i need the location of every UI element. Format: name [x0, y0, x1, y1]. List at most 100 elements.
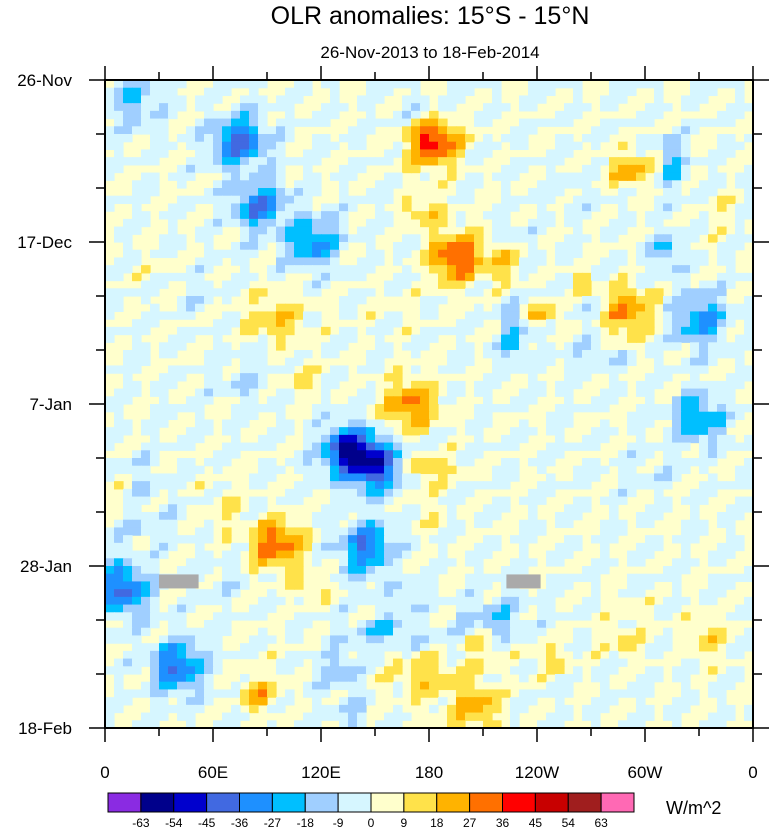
field-cell	[681, 288, 691, 297]
field-cell	[546, 218, 556, 228]
field-cell	[420, 627, 430, 637]
field-cell	[420, 172, 430, 181]
field-cell	[366, 666, 376, 675]
field-cell	[231, 373, 241, 382]
field-cell	[294, 249, 304, 259]
field-cell	[483, 134, 493, 143]
field-cell	[555, 180, 565, 189]
field-cell	[564, 172, 574, 181]
field-cell	[114, 404, 124, 413]
field-cell	[366, 473, 376, 482]
field-cell	[735, 504, 745, 513]
field-cell	[564, 674, 574, 683]
field-cell	[168, 473, 178, 482]
field-cell	[411, 481, 421, 490]
field-cell	[132, 496, 142, 505]
field-cell	[699, 226, 709, 235]
field-cell	[213, 180, 223, 189]
field-cell	[672, 604, 682, 613]
field-cell	[510, 666, 520, 675]
field-cell	[366, 504, 376, 513]
field-cell	[447, 80, 457, 89]
field-cell	[510, 704, 520, 714]
field-cell	[168, 689, 178, 698]
field-cell	[141, 650, 151, 660]
field-cell	[258, 689, 268, 698]
field-cell	[537, 95, 547, 104]
field-cell	[636, 720, 646, 728]
field-cell	[375, 118, 385, 127]
field-cell	[411, 604, 421, 613]
field-cell	[339, 704, 349, 714]
field-cell	[132, 188, 142, 197]
field-cell	[393, 442, 403, 451]
field-cell	[573, 272, 583, 282]
field-cell	[132, 481, 142, 490]
field-cell	[618, 458, 628, 467]
field-cell	[330, 373, 340, 382]
field-cell	[285, 218, 295, 228]
field-cell	[204, 126, 214, 135]
field-cell	[717, 674, 727, 683]
field-cell	[357, 681, 367, 691]
field-cell	[267, 218, 277, 228]
field-cell	[123, 419, 133, 428]
field-cell	[276, 388, 286, 397]
field-cell	[249, 242, 259, 251]
field-cell	[258, 226, 268, 235]
field-cell	[672, 134, 682, 143]
field-cell	[573, 280, 583, 289]
field-cell	[366, 234, 376, 243]
field-cell	[411, 110, 421, 120]
field-cell	[411, 620, 421, 629]
field-cell	[483, 257, 493, 266]
field-cell	[357, 396, 367, 405]
field-cell	[222, 87, 232, 97]
field-cell	[573, 87, 583, 97]
field-cell	[582, 296, 592, 305]
field-cell	[159, 404, 169, 413]
field-cell	[726, 311, 736, 320]
field-cell	[393, 404, 403, 413]
field-cell	[699, 519, 709, 529]
field-cell	[303, 689, 313, 698]
field-cell	[654, 265, 664, 274]
field-cell	[420, 674, 430, 683]
field-cell	[681, 249, 691, 259]
field-cell	[717, 404, 727, 413]
field-cell	[339, 504, 349, 513]
field-cell	[672, 697, 682, 706]
field-cell	[591, 311, 601, 320]
field-cell	[735, 404, 745, 413]
field-cell	[411, 612, 421, 621]
field-cell	[447, 242, 457, 251]
field-cell	[240, 211, 250, 220]
field-cell	[537, 620, 547, 629]
field-cell	[357, 535, 367, 544]
field-cell	[582, 434, 592, 444]
field-cell	[618, 218, 628, 228]
field-cell	[231, 188, 241, 197]
field-cell	[474, 242, 484, 251]
field-cell	[402, 481, 412, 490]
field-cell	[672, 419, 682, 428]
field-cell	[420, 126, 430, 135]
field-cell	[231, 157, 241, 166]
field-cell	[636, 512, 646, 521]
field-cell	[294, 226, 304, 235]
field-cell	[402, 411, 412, 421]
field-cell	[168, 103, 178, 112]
field-cell	[654, 666, 664, 675]
field-cell	[366, 257, 376, 266]
field-cell	[699, 465, 709, 475]
field-cell	[177, 334, 187, 343]
field-cell	[744, 134, 753, 143]
field-cell	[600, 396, 610, 405]
field-cell	[672, 319, 682, 328]
field-cell	[267, 573, 277, 583]
field-cell	[348, 704, 358, 714]
field-cell	[177, 689, 187, 698]
field-cell	[159, 419, 169, 428]
field-cell	[357, 141, 367, 151]
field-cell	[636, 272, 646, 282]
